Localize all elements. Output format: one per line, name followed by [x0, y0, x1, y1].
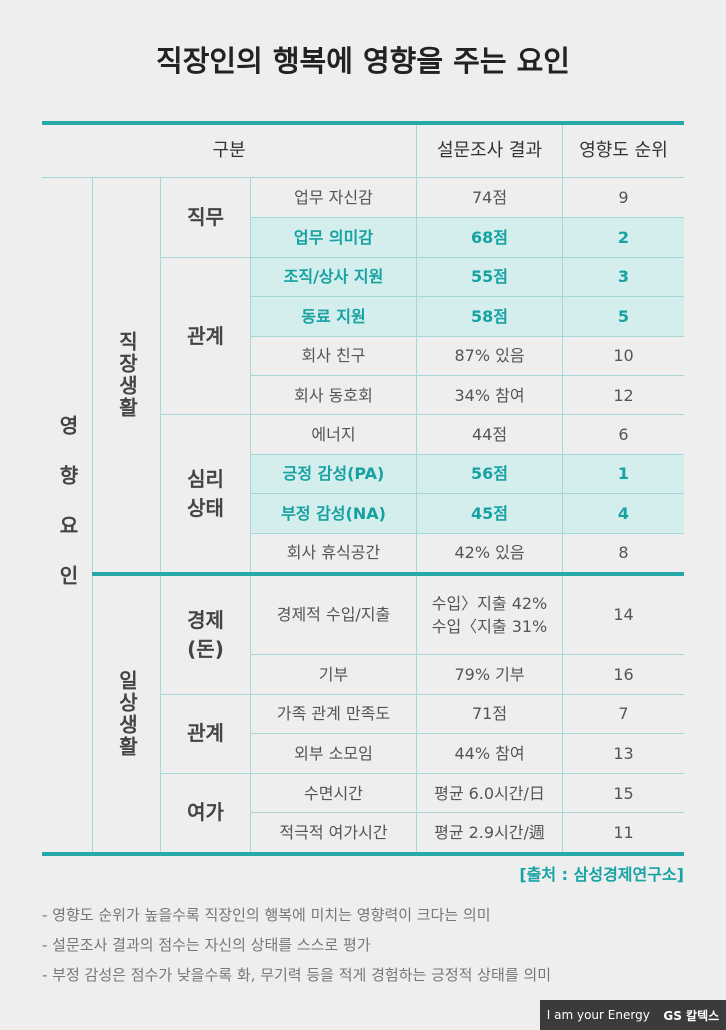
rank-cell: 7 — [562, 693, 684, 734]
rank-cell: 11 — [562, 812, 684, 852]
item-cell: 회사 휴식공간 — [250, 532, 416, 572]
top-rule — [42, 121, 684, 125]
rank-cell: 1 — [562, 453, 684, 494]
title: 직장인의 행복에 영향을 주는 요인 — [156, 44, 570, 78]
note: - 부정 감성은 점수가 낮을수록 화, 무기력 등을 적게 경험하는 긍정적 … — [42, 966, 552, 984]
item-cell: 회사 동호회 — [250, 375, 416, 415]
result-cell: 44점 — [416, 414, 562, 454]
rank-cell: 3 — [562, 256, 684, 297]
result-cell: 56점 — [416, 453, 562, 494]
group-label: 직장생활 — [115, 331, 139, 419]
group-rule — [92, 572, 684, 576]
rank-cell: 2 — [562, 217, 684, 257]
subgroup-cell: 경제 (돈) — [160, 576, 250, 694]
result-cell: 44% 참여 — [416, 733, 562, 773]
result-cell: 55점 — [416, 256, 562, 297]
item-cell: 회사 친구 — [250, 335, 416, 375]
item-cell: 기부 — [250, 654, 416, 694]
result-cell: 평균 2.9시간/週 — [416, 812, 562, 852]
item-cell: 에너지 — [250, 414, 416, 454]
result-cell: 42% 있음 — [416, 532, 562, 572]
result-cell: 74점 — [416, 178, 562, 218]
factor-cell: 영향요인 — [42, 178, 92, 852]
group-rule — [42, 852, 684, 856]
item-cell: 적극적 여가시간 — [250, 812, 416, 852]
rank-cell: 10 — [562, 335, 684, 375]
item-cell: 부정 감성(NA) — [250, 493, 416, 533]
rank-cell: 8 — [562, 532, 684, 572]
notes: - 영향도 순위가 높을수록 직장인의 행복에 미치는 영향력이 크다는 의미 -… — [42, 900, 702, 990]
result-cell: 58점 — [416, 296, 562, 336]
header-rule — [42, 177, 684, 178]
item-cell: 외부 소모임 — [250, 733, 416, 773]
rank-cell: 15 — [562, 772, 684, 813]
rank-cell: 6 — [562, 414, 684, 454]
header-cell: 설문조사 결과 — [416, 125, 562, 177]
group-label: 일상생활 — [115, 670, 139, 758]
result-cell: 87% 있음 — [416, 335, 562, 375]
rank-cell: 16 — [562, 654, 684, 694]
item-cell: 동료 지원 — [250, 296, 416, 336]
item-cell: 업무 의미감 — [250, 217, 416, 257]
subgroup-cell: 관계 — [160, 693, 250, 773]
result-cell: 45점 — [416, 493, 562, 533]
result-cell: 수입〉지출 42% 수입〈지출 31% — [416, 576, 562, 654]
group-cell: 직장생활 — [92, 178, 160, 572]
subgroup-cell: 관계 — [160, 256, 250, 415]
footer-brand: GS 칼텍스 — [663, 1008, 720, 1023]
rank-cell: 4 — [562, 493, 684, 533]
factor-label: 영향요인 — [55, 415, 80, 615]
result-cell: 평균 6.0시간/日 — [416, 772, 562, 813]
rank-cell: 5 — [562, 296, 684, 336]
note: - 설문조사 결과의 점수는 자신의 상태를 스스로 평가 — [42, 936, 371, 954]
subgroup-cell: 직무 — [160, 178, 250, 257]
rank-cell: 12 — [562, 375, 684, 415]
item-cell: 조직/상사 지원 — [250, 256, 416, 297]
result-cell: 71점 — [416, 693, 562, 734]
subgroup-cell: 심리 상태 — [160, 414, 250, 572]
item-cell: 긍정 감성(PA) — [250, 453, 416, 494]
source: [출처 : 삼성경제연구소] — [519, 865, 684, 884]
footer: I am your Energy GS 칼텍스 — [540, 1000, 726, 1030]
subgroup-cell: 여가 — [160, 772, 250, 852]
item-cell: 업무 자신감 — [250, 178, 416, 218]
header-cell: 구분 — [212, 139, 246, 161]
result-cell: 68점 — [416, 217, 562, 257]
note: - 영향도 순위가 높을수록 직장인의 행복에 미치는 영향력이 크다는 의미 — [42, 906, 491, 924]
group-cell: 일상생활 — [92, 576, 160, 852]
item-cell: 경제적 수입/지출 — [250, 576, 416, 654]
item-cell: 수면시간 — [250, 772, 416, 813]
header-cell: 영향도 순위 — [562, 125, 684, 177]
item-cell: 가족 관계 만족도 — [250, 693, 416, 734]
rank-cell: 13 — [562, 733, 684, 773]
result-cell: 79% 기부 — [416, 654, 562, 694]
rank-cell: 9 — [562, 178, 684, 218]
rank-cell: 14 — [562, 576, 684, 654]
result-cell: 34% 참여 — [416, 375, 562, 415]
footer-slogan: I am your Energy — [546, 1008, 650, 1022]
